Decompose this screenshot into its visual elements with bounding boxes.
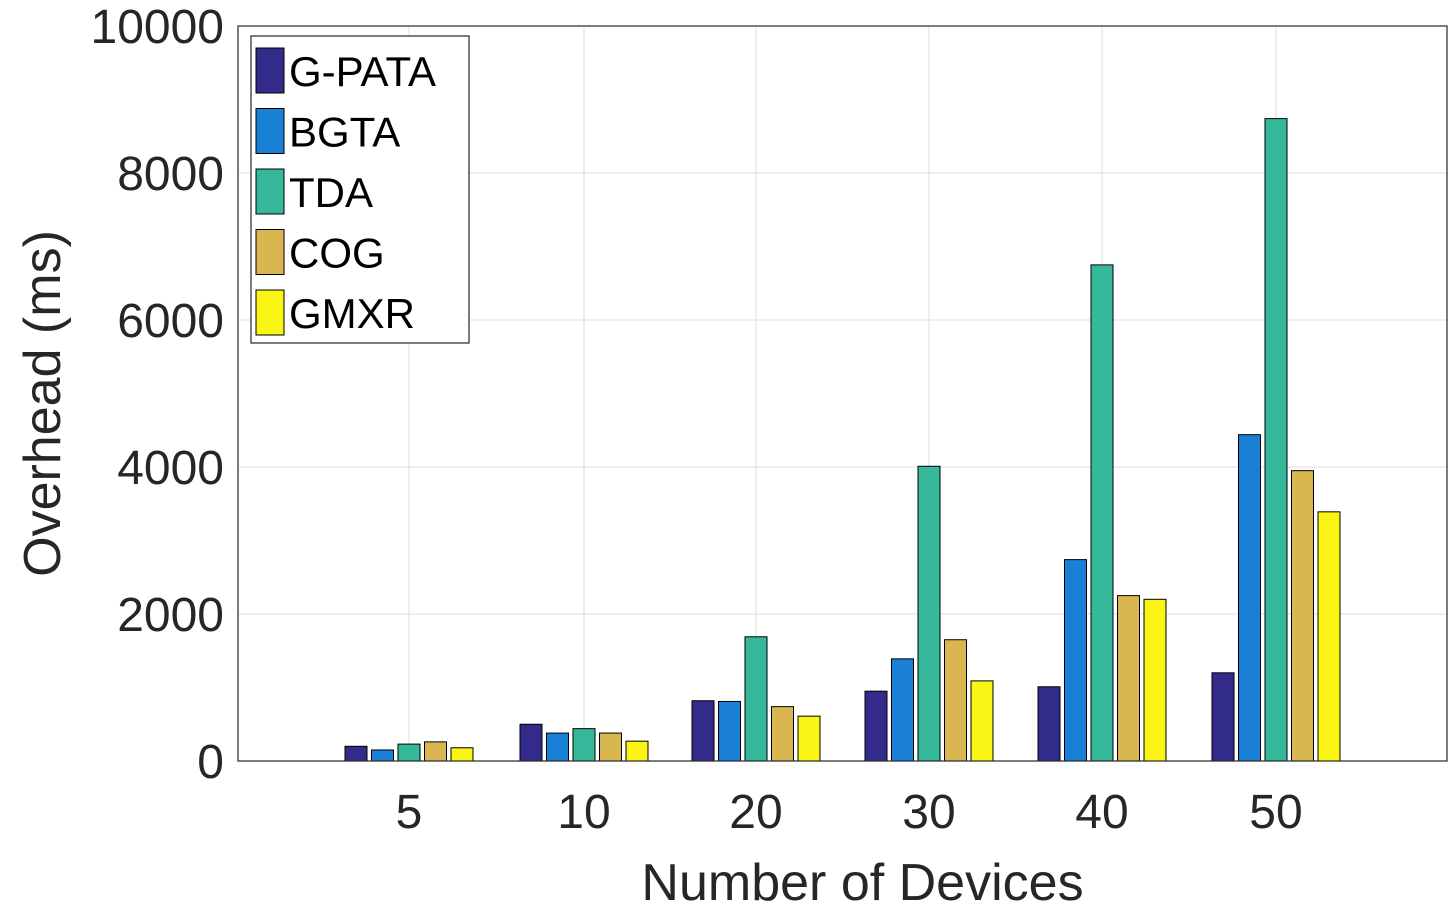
bar-cog-5 [424,741,447,762]
legend-label-cog: COG [289,230,385,277]
axes [237,25,1448,762]
bar-tda-5 [397,743,421,762]
bar-bgta-50 [1238,434,1261,762]
bar-tda-30 [917,465,941,762]
legend-box [250,35,470,344]
legend-label-gmxr: GMXR [289,290,415,337]
legend-label-g-pata: G-PATA [289,48,436,95]
bars [344,118,1341,762]
bar-g-pata-50 [1211,672,1235,762]
bar-g-pata-20 [691,700,715,762]
y-tick-label: 8000 [117,148,224,201]
legend: G-PATA BGTA TDA COG GMXR [250,35,470,344]
y-tick-label: 10000 [91,1,224,54]
bar-g-pata-10 [519,723,543,762]
bar-tda-40 [1090,264,1114,762]
plot-frame [237,25,1448,762]
bar-bgta-30 [891,658,914,762]
bar-cog-50 [1291,470,1314,762]
legend-swatch-tda [255,168,285,215]
bar-gmxr-40 [1143,598,1167,762]
bar-cog-30 [944,639,967,762]
bar-bgta-10 [546,732,569,762]
x-tick-label: 20 [729,786,782,839]
x-tick-label: 50 [1249,786,1302,839]
bar-gmxr-50 [1317,511,1341,762]
bar-bgta-5 [371,749,394,762]
bar-tda-20 [744,636,768,762]
bar-bgta-40 [1064,559,1087,762]
x-tick-label: 10 [557,786,610,839]
bar-cog-20 [771,706,794,762]
bar-g-pata-5 [344,745,368,762]
x-tick-label: 5 [396,786,423,839]
bar-gmxr-10 [625,740,649,762]
y-tick-label: 2000 [117,589,224,642]
x-tick-label: 30 [902,786,955,839]
bar-g-pata-30 [864,690,888,762]
x-tick-labels: 5 10 20 30 40 50 [396,786,1303,839]
bar-gmxr-5 [450,747,474,762]
bar-g-pata-40 [1037,686,1061,762]
bar-gmxr-30 [970,680,994,762]
y-axis-label: Overhead (ms) [14,230,72,577]
x-tick-label: 40 [1075,786,1128,839]
x-axis-label: Number of Devices [641,854,1083,912]
legend-swatch-cog [255,229,285,275]
bar-cog-40 [1117,595,1140,762]
y-tick-label: 0 [197,736,224,789]
legend-label-tda: TDA [289,169,373,216]
y-tick-label: 4000 [117,442,224,495]
legend-swatch-g-pata [255,47,285,94]
bar-cog-10 [599,732,622,762]
bar-bgta-20 [718,700,741,762]
bar-tda-50 [1264,118,1288,762]
legend-swatch-bgta [255,108,285,154]
bar-gmxr-20 [797,715,821,762]
legend-label-bgta: BGTA [289,109,400,156]
y-tick-label: 6000 [117,295,224,348]
bar-tda-10 [572,728,596,762]
legend-swatch-gmxr [255,289,285,336]
y-tick-labels: 0 2000 4000 6000 8000 10000 [91,1,224,789]
